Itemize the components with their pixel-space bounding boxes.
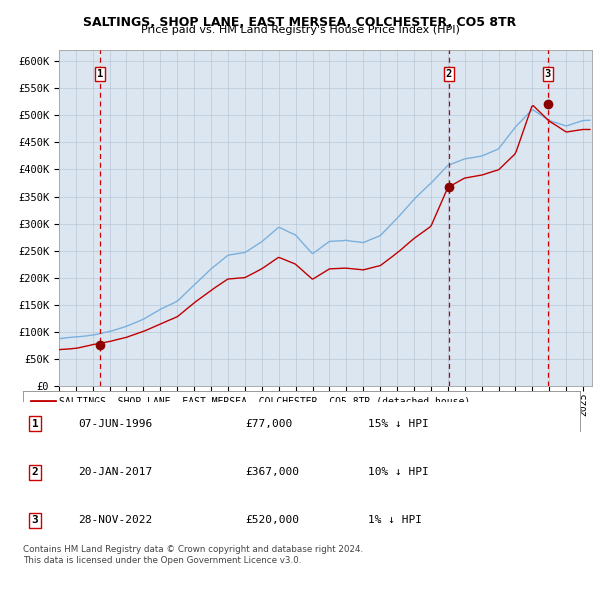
Text: £77,000: £77,000 <box>245 419 293 429</box>
Text: 1: 1 <box>32 419 38 429</box>
Text: 28-NOV-2022: 28-NOV-2022 <box>79 515 153 525</box>
Text: 2: 2 <box>32 467 38 477</box>
Text: 2: 2 <box>446 70 452 80</box>
Text: Contains HM Land Registry data © Crown copyright and database right 2024.
This d: Contains HM Land Registry data © Crown c… <box>23 545 363 565</box>
Text: 20-JAN-2017: 20-JAN-2017 <box>79 467 153 477</box>
Text: 3: 3 <box>32 515 38 525</box>
Text: 1% ↓ HPI: 1% ↓ HPI <box>368 515 422 525</box>
Text: 3: 3 <box>545 70 551 80</box>
Text: SALTINGS, SHOP LANE, EAST MERSEA, COLCHESTER, CO5 8TR: SALTINGS, SHOP LANE, EAST MERSEA, COLCHE… <box>83 16 517 29</box>
Text: 1: 1 <box>97 70 103 80</box>
Text: 10% ↓ HPI: 10% ↓ HPI <box>368 467 429 477</box>
Text: Price paid vs. HM Land Registry's House Price Index (HPI): Price paid vs. HM Land Registry's House … <box>140 25 460 35</box>
Text: 07-JUN-1996: 07-JUN-1996 <box>79 419 153 429</box>
Text: 15% ↓ HPI: 15% ↓ HPI <box>368 419 429 429</box>
Text: SALTINGS, SHOP LANE, EAST MERSEA, COLCHESTER, CO5 8TR (detached house): SALTINGS, SHOP LANE, EAST MERSEA, COLCHE… <box>59 396 470 407</box>
Text: HPI: Average price, detached house, Colchester: HPI: Average price, detached house, Colc… <box>59 416 329 425</box>
Text: £520,000: £520,000 <box>245 515 299 525</box>
Text: £367,000: £367,000 <box>245 467 299 477</box>
